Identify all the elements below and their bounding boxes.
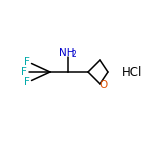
Text: 2: 2	[71, 50, 76, 59]
Text: F: F	[21, 67, 27, 77]
Text: NH: NH	[59, 48, 75, 58]
Text: O: O	[99, 80, 107, 90]
Text: HCl: HCl	[122, 66, 142, 78]
Text: F: F	[24, 77, 30, 87]
Text: F: F	[24, 57, 30, 67]
